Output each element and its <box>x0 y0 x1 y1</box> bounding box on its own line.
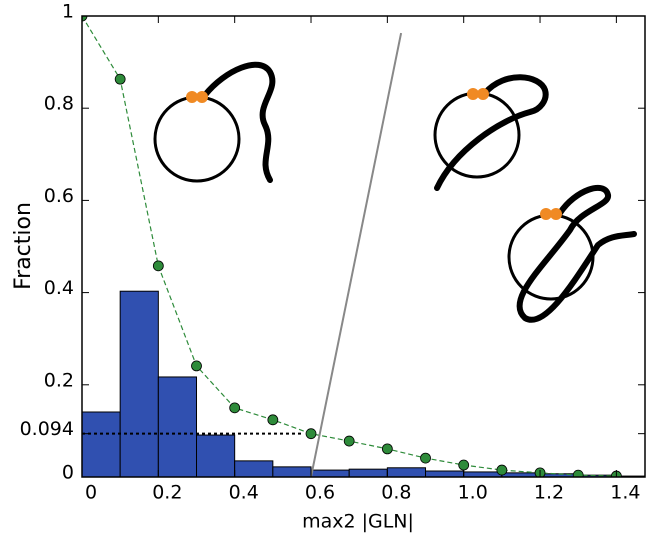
y-tick-label: 0.094 <box>20 418 74 440</box>
bar <box>82 411 121 477</box>
y-tick-label: 0.2 <box>44 369 74 391</box>
anchor <box>467 88 479 100</box>
marker <box>82 16 88 22</box>
plot-area <box>82 16 645 477</box>
marker <box>191 360 202 372</box>
line <box>310 32 403 477</box>
schematics <box>153 61 637 323</box>
bar <box>119 290 159 477</box>
marker <box>152 260 164 272</box>
x-tick-label: 0.4 <box>229 482 259 504</box>
marker <box>267 414 279 426</box>
bar <box>386 467 427 477</box>
x-axis-label: max2 |GLN| <box>302 511 414 533</box>
bar <box>463 471 503 477</box>
ring <box>153 95 241 183</box>
x-tick-label: 0.2 <box>152 482 182 504</box>
marker <box>572 469 584 477</box>
x-tick-label: 0.8 <box>381 482 411 504</box>
x-tick-label: 1.4 <box>610 482 640 504</box>
marker <box>305 428 317 440</box>
marker <box>381 443 393 455</box>
y-axis-label: Fraction <box>11 202 36 290</box>
bar <box>234 460 274 477</box>
y-tick-label: 0.6 <box>44 185 74 207</box>
anchor <box>477 88 489 100</box>
bar <box>157 376 198 477</box>
x-tick-label: 0.6 <box>305 482 335 504</box>
marker <box>458 459 470 471</box>
anchor <box>196 91 208 103</box>
bar <box>348 468 388 477</box>
marker <box>343 435 355 447</box>
marker <box>496 464 508 476</box>
x-tick-label: 1.0 <box>458 482 488 504</box>
y-tick-label: 0.8 <box>44 93 74 115</box>
anchor <box>550 208 562 220</box>
tail <box>434 74 549 191</box>
bar <box>272 466 312 477</box>
bar <box>196 434 236 477</box>
marker <box>420 452 431 464</box>
ring <box>433 91 521 179</box>
marker <box>229 402 241 414</box>
x-tick-label: 1.2 <box>534 482 564 504</box>
anchor <box>186 91 198 103</box>
y-tick-label: 0.4 <box>44 277 74 299</box>
bar <box>425 470 465 477</box>
marker <box>114 73 126 85</box>
axes-frame <box>81 15 646 478</box>
anchor <box>540 208 552 220</box>
tail <box>516 184 637 323</box>
bar <box>310 469 350 477</box>
tail <box>202 61 276 183</box>
x-tick-label: 0 <box>85 482 97 504</box>
y-tick-label: 0 <box>62 462 74 484</box>
y-tick-label: 1 <box>62 1 74 23</box>
